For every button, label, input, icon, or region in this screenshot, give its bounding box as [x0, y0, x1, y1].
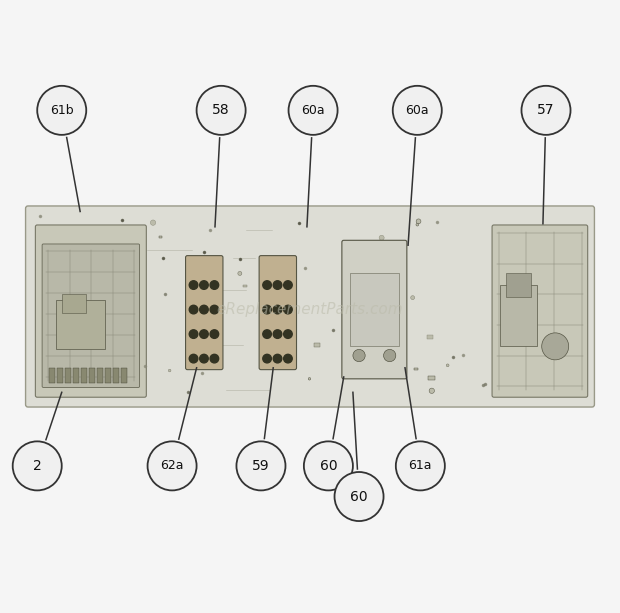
Bar [58, 368, 63, 383]
Bar [506, 273, 531, 297]
Circle shape [304, 441, 353, 490]
Circle shape [12, 441, 62, 490]
Text: 60a: 60a [405, 104, 429, 117]
Bar [89, 368, 95, 383]
Bar [66, 368, 71, 383]
Circle shape [210, 354, 219, 363]
Circle shape [392, 86, 442, 135]
Circle shape [200, 354, 208, 363]
Circle shape [273, 305, 282, 314]
Circle shape [151, 220, 156, 226]
Circle shape [210, 305, 219, 314]
Bar [97, 368, 103, 383]
Bar [73, 368, 79, 383]
Text: 62a: 62a [161, 459, 184, 473]
FancyBboxPatch shape [342, 240, 407, 379]
Circle shape [416, 219, 421, 224]
Circle shape [273, 281, 282, 289]
Text: 59: 59 [252, 459, 270, 473]
FancyBboxPatch shape [259, 256, 296, 370]
Bar [62, 294, 86, 313]
Circle shape [189, 305, 198, 314]
Text: 58: 58 [212, 104, 230, 117]
Circle shape [416, 223, 419, 226]
Circle shape [263, 330, 272, 338]
FancyBboxPatch shape [25, 206, 595, 407]
Circle shape [446, 364, 449, 367]
Circle shape [273, 354, 282, 363]
Circle shape [335, 472, 384, 521]
Bar [428, 376, 435, 380]
Bar [350, 273, 399, 346]
Circle shape [238, 272, 242, 275]
Text: 61a: 61a [409, 459, 432, 473]
Circle shape [200, 305, 208, 314]
Circle shape [283, 305, 292, 314]
Circle shape [283, 330, 292, 338]
Bar [414, 368, 418, 370]
Circle shape [263, 354, 272, 363]
Circle shape [379, 235, 384, 240]
Circle shape [236, 441, 285, 490]
FancyBboxPatch shape [35, 225, 146, 397]
Circle shape [521, 86, 570, 135]
Bar [314, 343, 319, 347]
Circle shape [148, 441, 197, 490]
Circle shape [210, 330, 219, 338]
Circle shape [37, 86, 86, 135]
Circle shape [353, 349, 365, 362]
Circle shape [197, 86, 246, 135]
Bar [244, 285, 247, 287]
Circle shape [189, 330, 198, 338]
Circle shape [189, 354, 198, 363]
Circle shape [283, 354, 292, 363]
Text: 2: 2 [33, 459, 42, 473]
Bar [159, 236, 162, 238]
Circle shape [542, 333, 569, 360]
Circle shape [210, 281, 219, 289]
Text: 60: 60 [350, 490, 368, 503]
Bar [50, 368, 55, 383]
Text: 60a: 60a [301, 104, 325, 117]
Circle shape [429, 388, 435, 394]
Circle shape [263, 281, 272, 289]
Bar [113, 368, 119, 383]
Circle shape [384, 349, 396, 362]
Text: 60: 60 [319, 459, 337, 473]
Circle shape [189, 281, 198, 289]
Bar [121, 368, 126, 383]
Circle shape [308, 378, 311, 380]
Circle shape [396, 441, 445, 490]
FancyBboxPatch shape [42, 244, 140, 387]
FancyBboxPatch shape [492, 225, 588, 397]
Circle shape [263, 305, 272, 314]
Circle shape [273, 330, 282, 338]
Bar [105, 368, 111, 383]
FancyBboxPatch shape [185, 256, 223, 370]
Bar [81, 368, 87, 383]
Text: 57: 57 [538, 104, 555, 117]
Circle shape [283, 281, 292, 289]
Bar [500, 285, 537, 346]
Circle shape [288, 86, 337, 135]
Text: 61b: 61b [50, 104, 74, 117]
Bar [427, 335, 433, 339]
Circle shape [168, 369, 171, 372]
Text: eReplacementParts.com: eReplacementParts.com [216, 302, 404, 317]
Circle shape [200, 330, 208, 338]
Circle shape [200, 281, 208, 289]
Circle shape [410, 295, 415, 300]
Bar [56, 300, 105, 349]
